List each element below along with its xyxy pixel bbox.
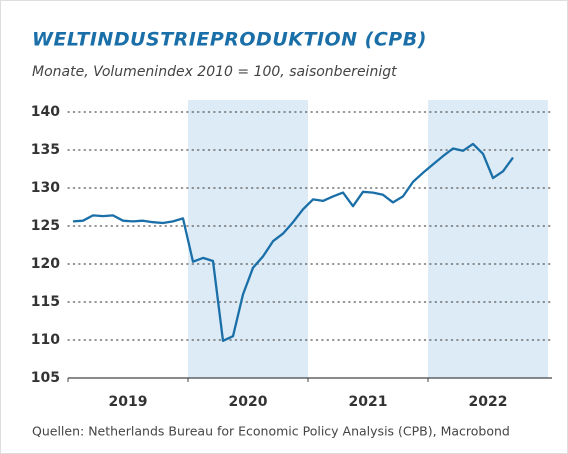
y-tick-label: 115 xyxy=(31,294,60,310)
y-tick-label: 120 xyxy=(31,256,60,272)
x-tick-label: 2020 xyxy=(229,394,268,410)
year-shade xyxy=(188,100,308,378)
source: Quellen: Netherlands Bureau for Economic… xyxy=(32,424,510,439)
y-tick-label: 125 xyxy=(31,218,60,234)
y-tick-label: 140 xyxy=(31,104,60,120)
x-tick-label: 2019 xyxy=(109,394,148,410)
y-tick-label: 110 xyxy=(31,332,60,348)
x-tick-label: 2022 xyxy=(469,394,508,410)
y-tick-label: 130 xyxy=(31,180,60,196)
data-line xyxy=(72,142,514,342)
y-tick-label: 105 xyxy=(31,370,60,386)
x-tick-label: 2021 xyxy=(349,394,388,410)
year-shade xyxy=(428,100,548,378)
chart-title: WELTINDUSTRIEPRODUKTION (CPB) xyxy=(32,29,427,51)
chart-subtitle: Monate, Volumenindex 2010 = 100, saisonb… xyxy=(32,64,397,80)
y-tick-label: 135 xyxy=(31,142,60,158)
